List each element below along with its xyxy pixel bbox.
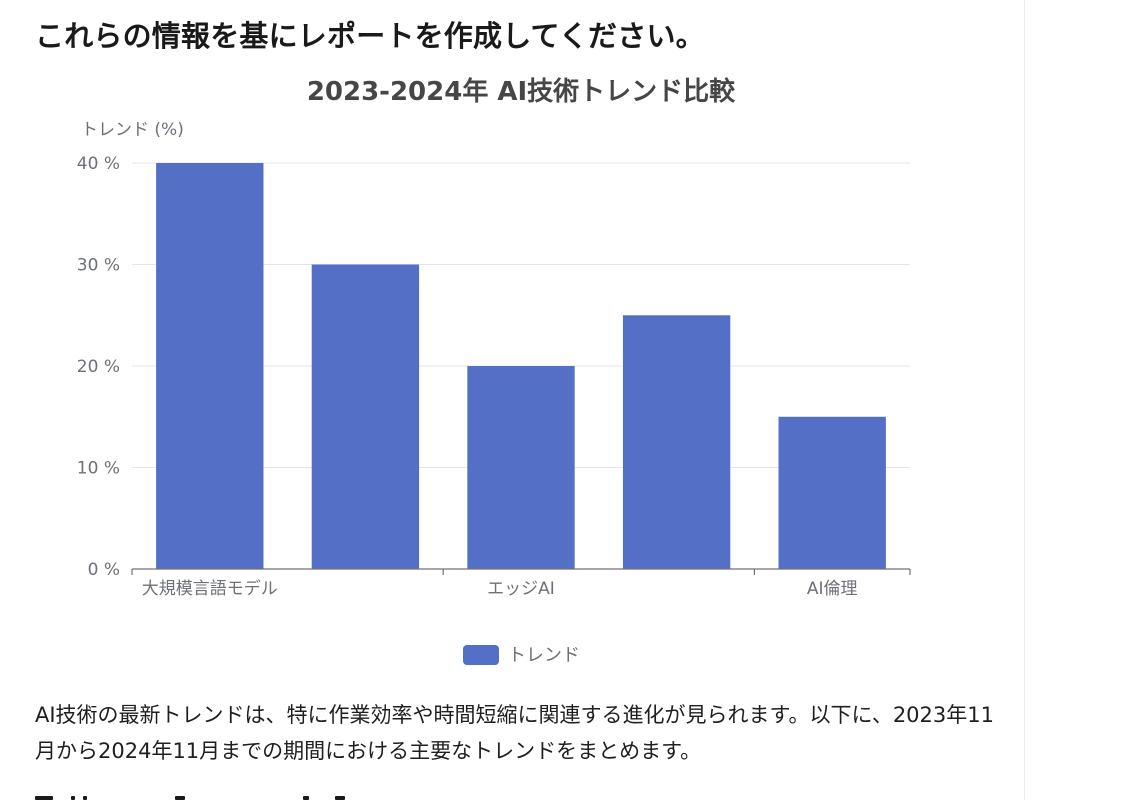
y-tick-label: 40 %: [77, 154, 120, 174]
x-tick-label: AI倫理: [807, 579, 858, 599]
y-tick-label: 10 %: [77, 459, 120, 479]
trend-chart: 2023-2024年 AI技術トレンド比較トレンド (%) 0 % 10 % 20 %…: [6, 60, 1030, 680]
y-axis-label: トレンド (%): [81, 120, 184, 140]
x-tick-label: 大規模言語モデル: [142, 578, 278, 599]
next-heading-cutoff: [35, 790, 365, 800]
chart-title: 2023-2024年 AI技術トレンド比較: [307, 76, 736, 107]
report-intro-text: AI技術の最新トレンドは、特に作業効率や時間短縮に関連する進化が見られます。以下…: [35, 703, 994, 763]
y-tick-label: 20 %: [77, 357, 120, 377]
bar-0: [156, 163, 264, 569]
y-tick-label: 30 %: [77, 256, 120, 276]
legend-label: トレンド: [508, 645, 580, 666]
y-tick-label: 0 %: [88, 560, 120, 580]
x-tick-label: エッジAI: [487, 579, 555, 599]
message-card: これらの情報を基にレポートを作成してください。 2023-2024年 AI技術ト…: [6, 0, 1025, 800]
page-heading: これらの情報を基にレポートを作成してください。: [35, 19, 705, 53]
bar-3: [622, 315, 731, 569]
legend-swatch: [463, 645, 499, 665]
bar-2: [467, 366, 575, 569]
bar-4: [778, 416, 886, 569]
bar-1: [311, 264, 420, 569]
